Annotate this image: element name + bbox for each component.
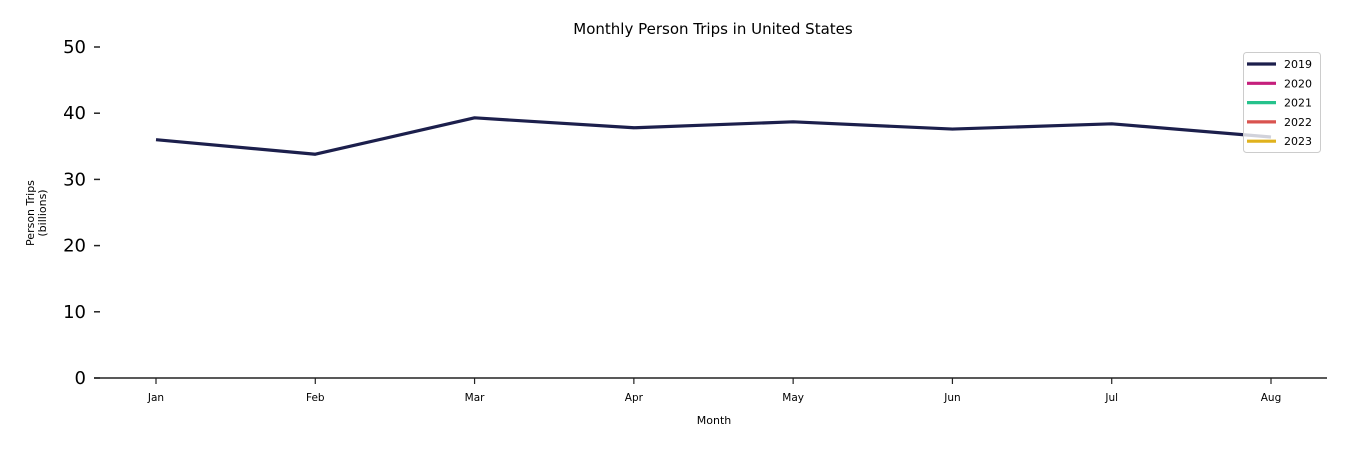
legend-item-2019: 2019 — [1247, 58, 1312, 71]
legend-item-2022: 2022 — [1247, 116, 1312, 129]
legend-item-2021: 2021 — [1247, 97, 1312, 110]
svg-text:2019: 2019 — [1284, 58, 1312, 71]
x-tick-label: Mar — [465, 392, 485, 404]
svg-text:Person Trips: Person Trips — [24, 180, 37, 246]
y-tick-label: 10 — [63, 302, 86, 323]
svg-text:2022: 2022 — [1284, 116, 1312, 129]
y-tick-label: 50 — [63, 37, 86, 58]
svg-text:2020: 2020 — [1284, 77, 1312, 90]
x-tick-label: Jan — [147, 392, 164, 404]
y-tick-label: 30 — [63, 169, 86, 190]
x-axis: Jan Feb Mar Apr May Jun Jul Aug — [94, 377, 1327, 404]
legend: 2019 2020 2021 2022 2023 — [1243, 52, 1321, 153]
y-tick-label: 40 — [63, 103, 86, 124]
x-tick-label: Jul — [1104, 392, 1118, 404]
x-axis-label: Month — [697, 414, 732, 427]
svg-text:(billions): (billions) — [36, 189, 49, 236]
series-lines — [155, 116, 1272, 156]
chart-title: Monthly Person Trips in United States — [573, 20, 853, 38]
y-axis-label: Person Trips (billions) — [24, 180, 49, 246]
y-tick-label: 0 — [75, 368, 86, 389]
series-line-2019 — [155, 116, 1272, 156]
x-tick-label: Jun — [943, 392, 960, 404]
x-tick-label: Apr — [625, 392, 644, 404]
x-tick-label: May — [782, 392, 804, 404]
y-tick-label: 20 — [63, 236, 86, 257]
legend-item-2023: 2023 — [1247, 135, 1312, 148]
x-tick-label: Aug — [1261, 392, 1282, 404]
legend-item-2020: 2020 — [1247, 77, 1312, 90]
svg-text:2021: 2021 — [1284, 97, 1312, 110]
y-axis: 0 10 20 30 40 50 — [63, 37, 100, 389]
x-tick-label: Feb — [306, 392, 325, 404]
svg-text:2023: 2023 — [1284, 135, 1312, 148]
